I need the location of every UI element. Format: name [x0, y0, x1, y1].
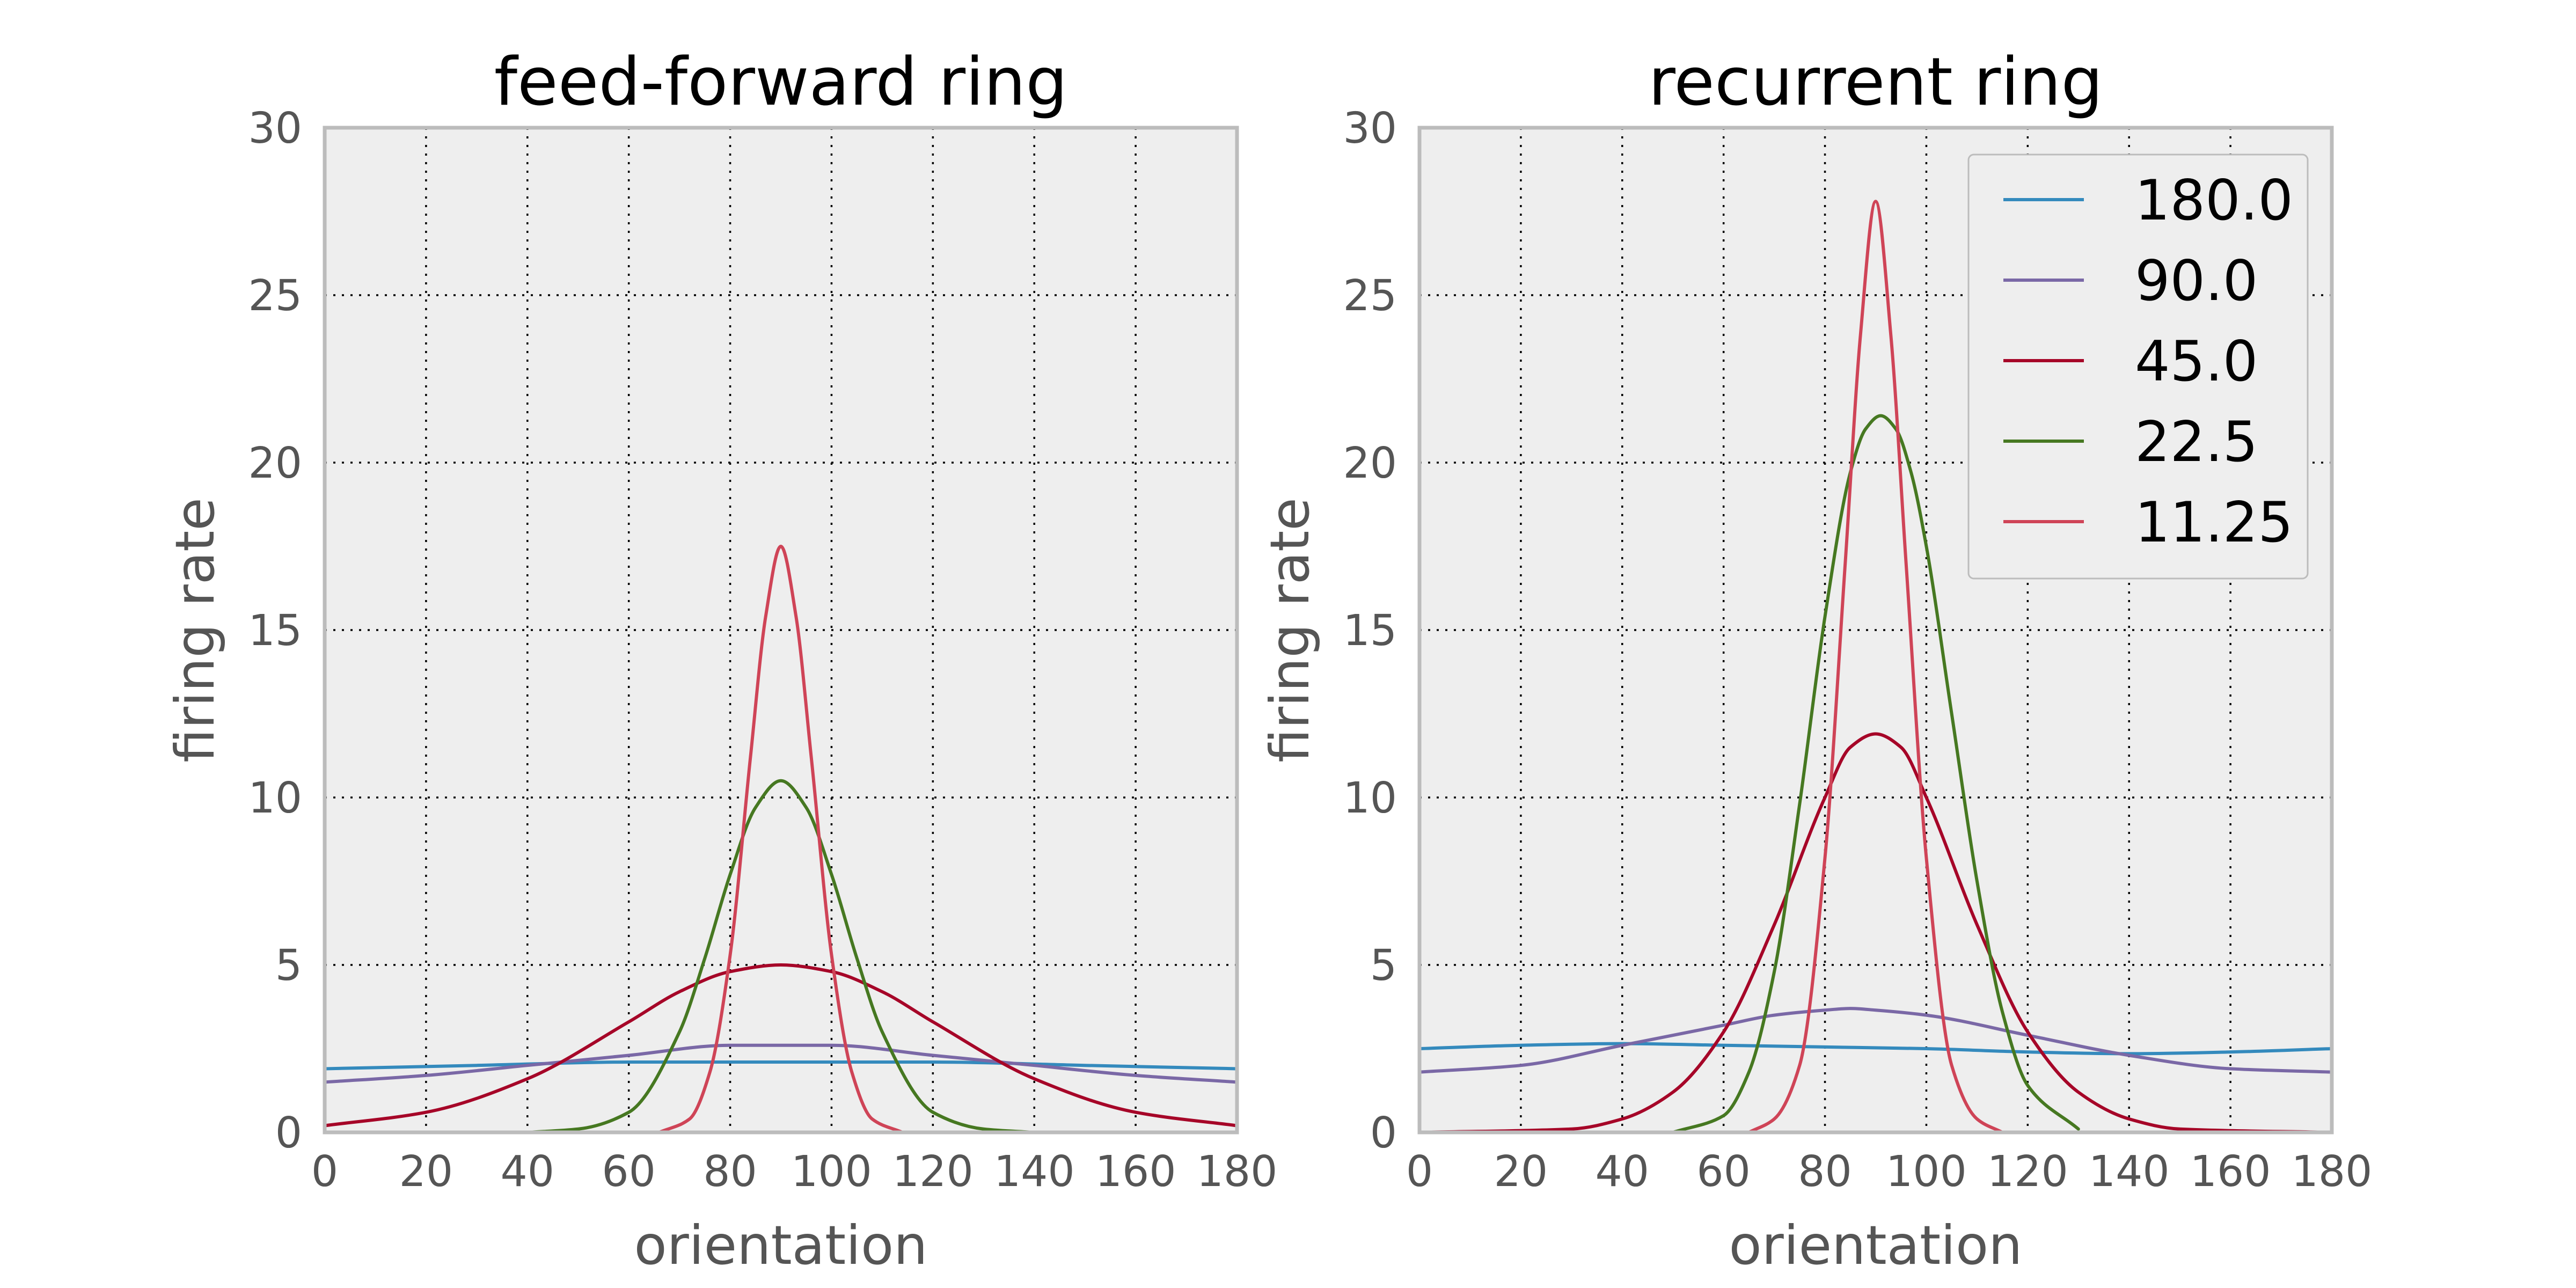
- x-tick-label: 140: [994, 1147, 1075, 1196]
- y-tick-label: 5: [1370, 941, 1397, 990]
- series-line-22.5: [525, 779, 1036, 1134]
- x-tick-label: 60: [1696, 1147, 1751, 1196]
- x-tick-label: 20: [1494, 1147, 1548, 1196]
- x-tick-label: 160: [2190, 1147, 2271, 1196]
- y-axis-label: firing rate: [1258, 497, 1321, 763]
- x-tick-label: 40: [501, 1147, 555, 1196]
- series-line-90.0: [323, 1043, 1239, 1084]
- y-tick-label: 10: [248, 773, 302, 823]
- series-line-45.0: [1418, 732, 2333, 1134]
- x-tick-label: 0: [1406, 1147, 1433, 1196]
- x-tick-label: 80: [703, 1147, 757, 1196]
- chart-title: feed-forward ring: [494, 44, 1068, 121]
- y-tick-label: 5: [275, 941, 302, 990]
- series-line-180.0: [323, 1060, 1239, 1071]
- y-tick-label: 25: [1343, 271, 1397, 320]
- series-line-90.0: [1418, 1007, 2333, 1074]
- series-line-11.25: [657, 545, 904, 1134]
- plot-frame: [1417, 126, 2334, 1135]
- legend-label: 180.0: [2135, 169, 2293, 233]
- y-tick-label: 30: [1343, 104, 1397, 153]
- series-line-180.0: [1418, 1042, 2333, 1056]
- legend-label: 22.5: [2135, 410, 2258, 474]
- y-axis-label: firing rate: [164, 497, 226, 763]
- y-tick-label: 15: [248, 606, 302, 655]
- x-tick-label: 180: [1197, 1147, 1278, 1196]
- series-line-22.5: [1671, 414, 2080, 1134]
- x-tick-label: 120: [1987, 1147, 2068, 1196]
- x-tick-label: 120: [892, 1147, 974, 1196]
- y-tick-label: 25: [248, 271, 302, 320]
- y-tick-label: 0: [275, 1108, 302, 1158]
- legend-label: 90.0: [2135, 249, 2258, 313]
- x-tick-label: 80: [1798, 1147, 1852, 1196]
- chart-title: recurrent ring: [1648, 44, 2103, 121]
- plot-frame: [323, 126, 1239, 1135]
- chart-recurrent: 0 20 40 60 80 100 120 140 160 180 0 5 10 15 20 25 30 rec…: [1258, 44, 2372, 1277]
- x-tick-label: 0: [311, 1147, 338, 1196]
- y-tick-label: 10: [1343, 773, 1397, 823]
- x-axis-label: orientation: [1729, 1214, 2022, 1277]
- x-tick-label: 160: [1095, 1147, 1176, 1196]
- x-tick-label: 20: [399, 1147, 453, 1196]
- y-tick-label: 20: [1343, 438, 1397, 488]
- x-tick-label: 40: [1596, 1147, 1650, 1196]
- chart-feed-forward: 0 20 40 60 80 100 120 140 160 180 0 5 10 15 20 25 30 fee…: [164, 44, 1277, 1277]
- y-tick-label: 20: [248, 438, 302, 488]
- x-tick-label: 100: [1886, 1147, 1967, 1196]
- y-tick-label: 0: [1370, 1108, 1397, 1158]
- legend-label: 11.25: [2135, 491, 2293, 555]
- x-tick-label: 140: [2089, 1147, 2170, 1196]
- y-tick-label: 15: [1343, 606, 1397, 655]
- x-tick-label: 180: [2292, 1147, 2373, 1196]
- legend-box: [1967, 153, 2309, 580]
- y-tick-label: 30: [248, 104, 302, 153]
- legend: 180.0 90.0 45.0 22.5 11.25: [1967, 153, 2309, 580]
- x-axis-label: orientation: [634, 1214, 927, 1277]
- x-tick-label: 60: [602, 1147, 656, 1196]
- series-line-11.25: [1747, 200, 2004, 1134]
- x-tick-label: 100: [791, 1147, 872, 1196]
- series-line-45.0: [323, 963, 1239, 1128]
- legend-label: 45.0: [2135, 330, 2258, 394]
